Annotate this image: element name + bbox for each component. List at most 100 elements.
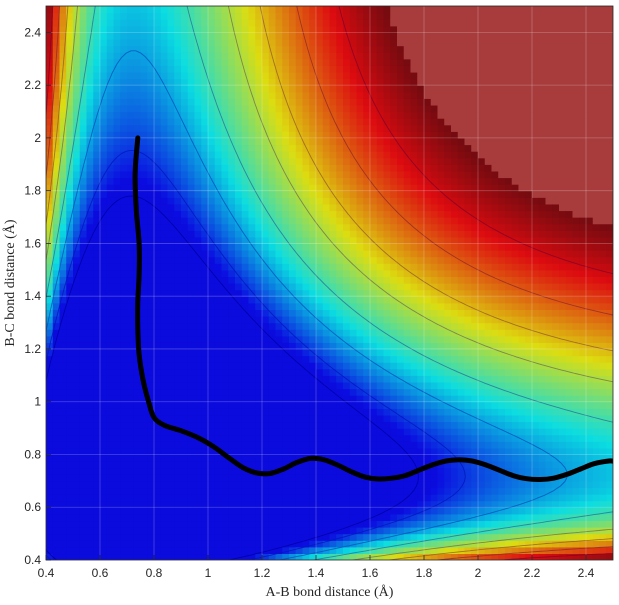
heatmap-cell [390,157,398,165]
heatmap-cell [201,151,209,159]
heatmap-cell [275,137,283,146]
heatmap-cell [248,12,256,20]
heatmap-cell [208,276,216,284]
heatmap-cell [181,401,189,409]
heatmap-cell [336,315,344,324]
heatmap-cell [356,447,364,456]
heatmap-cell [228,368,236,376]
heatmap-cell [255,421,263,429]
heatmap-cell [106,401,115,409]
heatmap-cell [390,203,398,212]
heatmap-cell [282,217,290,225]
heatmap-cell [214,480,223,489]
heatmap-cell [444,553,452,560]
heatmap-cell [241,104,250,113]
heatmap-cell [437,315,445,324]
heatmap-cell [275,533,283,541]
heatmap-cell [356,217,364,225]
heatmap-cell [262,203,270,212]
heatmap-cell [255,151,263,159]
heatmap-cell [275,52,283,60]
heatmap-cell [154,104,162,113]
heatmap-cell [208,480,216,489]
heatmap-cell [194,408,202,416]
heatmap-cell [235,553,243,560]
heatmap-cell [248,368,256,376]
heatmap-cell [390,401,398,409]
heatmap-cell [316,276,324,284]
heatmap-cell [255,91,263,99]
heatmap-cell [154,335,162,343]
heatmap-cell [241,177,250,185]
heatmap-cell [113,296,121,304]
heatmap-cell [52,362,61,370]
heatmap-cell [262,223,270,231]
heatmap-cell [262,190,270,198]
heatmap-cell [363,408,371,416]
heatmap-cell [275,375,283,383]
heatmap-cell [140,230,148,238]
heatmap-cell [417,302,425,310]
heatmap-cell [424,322,432,330]
heatmap-cell [268,98,277,106]
heatmap-cell [214,131,223,139]
heatmap-cell [52,414,61,423]
heatmap-cell [268,177,277,185]
heatmap-cell [376,335,385,343]
heatmap-cell [302,276,310,284]
heatmap-cell [235,315,243,324]
heatmap-cell [397,500,405,508]
heatmap-cell [228,322,236,330]
heatmap-cell [289,98,297,106]
heatmap-cell [262,381,270,390]
heatmap-cell [181,137,189,146]
heatmap-cell [235,428,243,436]
heatmap-cell [208,190,216,198]
heatmap-cell [160,480,169,489]
heatmap-cell [120,111,128,119]
heatmap-cell [343,553,351,560]
heatmap-cell [316,45,324,53]
heatmap-cell [235,203,243,212]
heatmap-cell [52,25,61,33]
heatmap-cell [73,197,81,205]
heatmap-cell [336,85,344,93]
heatmap-cell [241,540,250,548]
heatmap-cell [235,98,243,106]
heatmap-cell [46,480,54,489]
heatmap-cell [376,368,385,376]
heatmap-cell [127,428,135,436]
heatmap-cell [302,164,310,172]
heatmap-cell [282,447,290,456]
heatmap-cell [66,447,74,456]
heatmap-cell [187,85,196,93]
heatmap-cell [133,513,142,522]
heatmap-cell [343,355,351,363]
heatmap-cell [295,190,304,198]
heatmap-cell [208,12,216,20]
heatmap-cell [370,91,378,99]
heatmap-cell [255,32,263,40]
heatmap-cell [160,381,169,390]
heatmap-cell [336,197,344,205]
heatmap-cell [86,500,94,508]
heatmap-cell [289,111,297,119]
heatmap-cell [52,32,61,40]
heatmap-cell [248,428,256,436]
heatmap-cell [268,447,277,456]
heatmap-cell [336,177,344,185]
heatmap-cell [424,342,432,350]
heatmap-cell [160,408,169,416]
heatmap-cell [343,177,351,185]
heatmap-cell [322,177,331,185]
heatmap-cell [235,19,243,27]
heatmap-cell [383,447,391,456]
heatmap-cell [336,355,344,363]
heatmap-cell [376,118,385,126]
heatmap-cell [248,203,256,212]
heatmap-cell [241,269,250,278]
heatmap-cell [262,157,270,165]
heatmap-cell [343,223,351,231]
heatmap-cell [417,414,425,423]
heatmap-cell [248,124,256,132]
